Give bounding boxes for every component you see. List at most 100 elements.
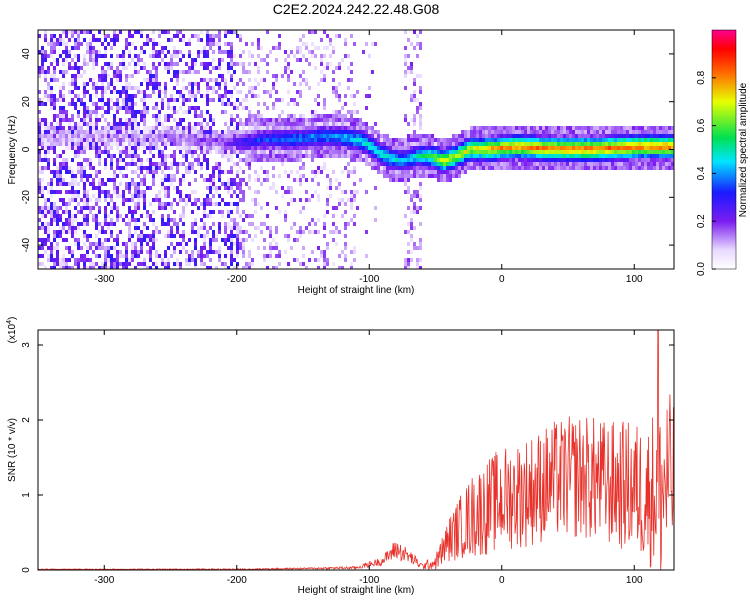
spectrogram-cell <box>80 138 83 142</box>
spectrogram-cell <box>374 158 377 162</box>
spectrogram-cell <box>395 166 398 170</box>
spectrogram-cell <box>296 238 299 242</box>
spectrogram-cell <box>164 146 167 150</box>
spectrogram-cell <box>65 222 68 226</box>
spectrogram-cell <box>182 198 185 202</box>
spectrogram-cell <box>194 70 197 74</box>
spectrogram-cell <box>464 158 467 162</box>
spectrogram-cell <box>137 198 140 202</box>
spectrogram-cell <box>461 130 464 134</box>
spectrogram-cell <box>335 142 338 146</box>
spectrogram-cell <box>158 30 161 34</box>
spectrogram-cell <box>134 202 137 206</box>
spectrogram-cell <box>239 78 242 82</box>
spectrogram-cell <box>566 130 569 134</box>
spectrogram-cell <box>617 138 620 142</box>
spectrogram-cell <box>452 158 455 162</box>
spectrogram-cell <box>182 78 185 82</box>
spectrogram-cell <box>200 262 203 266</box>
spectrogram-cell <box>404 54 407 58</box>
spectrogram-cell <box>290 114 293 118</box>
spectrogram-cell <box>206 266 209 269</box>
spectrogram-cell <box>233 106 236 110</box>
spectrogram-cell <box>347 174 350 178</box>
spectrogram-cell <box>248 54 251 58</box>
spectrogram-cell <box>629 138 632 142</box>
spectrogram-cell <box>416 206 419 210</box>
spectrogram-cell <box>227 62 230 66</box>
spectrogram-cell <box>200 146 203 150</box>
spectrogram-cell <box>218 82 221 86</box>
spectrogram-cell <box>416 138 419 142</box>
spectrogram-cell <box>197 162 200 166</box>
spectrogram-cell <box>320 166 323 170</box>
spectrogram-cell <box>350 190 353 194</box>
spectrogram-cell <box>377 146 380 150</box>
spectrogram-cell <box>146 38 149 42</box>
spectrogram-cell <box>143 266 146 269</box>
spectrogram-cell <box>53 78 56 82</box>
spectrogram-cell <box>269 134 272 138</box>
spectrogram-cell <box>191 210 194 214</box>
spectrogram-cell <box>629 154 632 158</box>
spectrogram-cell <box>95 218 98 222</box>
spectrogram-cell <box>458 138 461 142</box>
spectrogram-cell <box>68 166 71 170</box>
spectrogram-cell <box>458 150 461 154</box>
spectrogram-cell <box>113 130 116 134</box>
spectrogram-cell <box>194 266 197 269</box>
spectrogram-cell <box>173 106 176 110</box>
spectrogram-cell <box>152 182 155 186</box>
spectrogram-cell <box>584 154 587 158</box>
spectrogram-cell <box>338 142 341 146</box>
spectrogram-cell <box>101 130 104 134</box>
spectrogram-cell <box>65 54 68 58</box>
spectrogram-cell <box>152 146 155 150</box>
spectrogram-cell <box>644 138 647 142</box>
spectrogram-cell <box>116 158 119 162</box>
spectrogram-cell <box>320 170 323 174</box>
spectrogram-cell <box>338 98 341 102</box>
spectrogram-cell <box>275 90 278 94</box>
spectrogram-cell <box>494 142 497 146</box>
spectrogram-cell <box>68 54 71 58</box>
spectrogram-cell <box>230 118 233 122</box>
spectrogram-cell <box>440 178 443 182</box>
spectrogram-cell <box>278 126 281 130</box>
spectrogram-cell <box>170 126 173 130</box>
spectrogram-cell <box>176 30 179 34</box>
spectrogram-cell <box>44 74 47 78</box>
spectrogram-cell <box>254 178 257 182</box>
spectrogram-cell <box>98 106 101 110</box>
spectrogram-cell <box>275 158 278 162</box>
spectrogram-cell <box>338 138 341 142</box>
spectrogram-cell <box>671 146 674 150</box>
spectrogram-cell <box>38 70 41 74</box>
spectrogram-cell <box>230 246 233 250</box>
spectrogram-cell <box>59 54 62 58</box>
spectrogram-cell <box>239 38 242 42</box>
spectrogram-cell <box>347 78 350 82</box>
spectrogram-cell <box>257 42 260 46</box>
spectrogram-cell <box>482 150 485 154</box>
spectrogram-cell <box>50 130 53 134</box>
spectrogram-cell <box>380 134 383 138</box>
spectrogram-cell <box>83 222 86 226</box>
spectrogram-cell <box>272 238 275 242</box>
spectrogram-cell <box>68 122 71 126</box>
spectrogram-cell <box>347 170 350 174</box>
spectrogram-cell <box>137 142 140 146</box>
spectrogram-cell <box>152 30 155 34</box>
spectrogram-cell <box>206 38 209 42</box>
spectrogram-cell <box>74 102 77 106</box>
spectrogram-cell <box>272 138 275 142</box>
spectrogram-cell <box>434 158 437 162</box>
spectrogram-cell <box>476 162 479 166</box>
spectrogram-cell <box>119 214 122 218</box>
spectrogram-cell <box>230 94 233 98</box>
spectrogram-cell <box>563 158 566 162</box>
spectrogram-cell <box>254 130 257 134</box>
spectrogram-cell <box>650 130 653 134</box>
spectrogram-cell <box>221 74 224 78</box>
spectrogram-cell <box>608 150 611 154</box>
